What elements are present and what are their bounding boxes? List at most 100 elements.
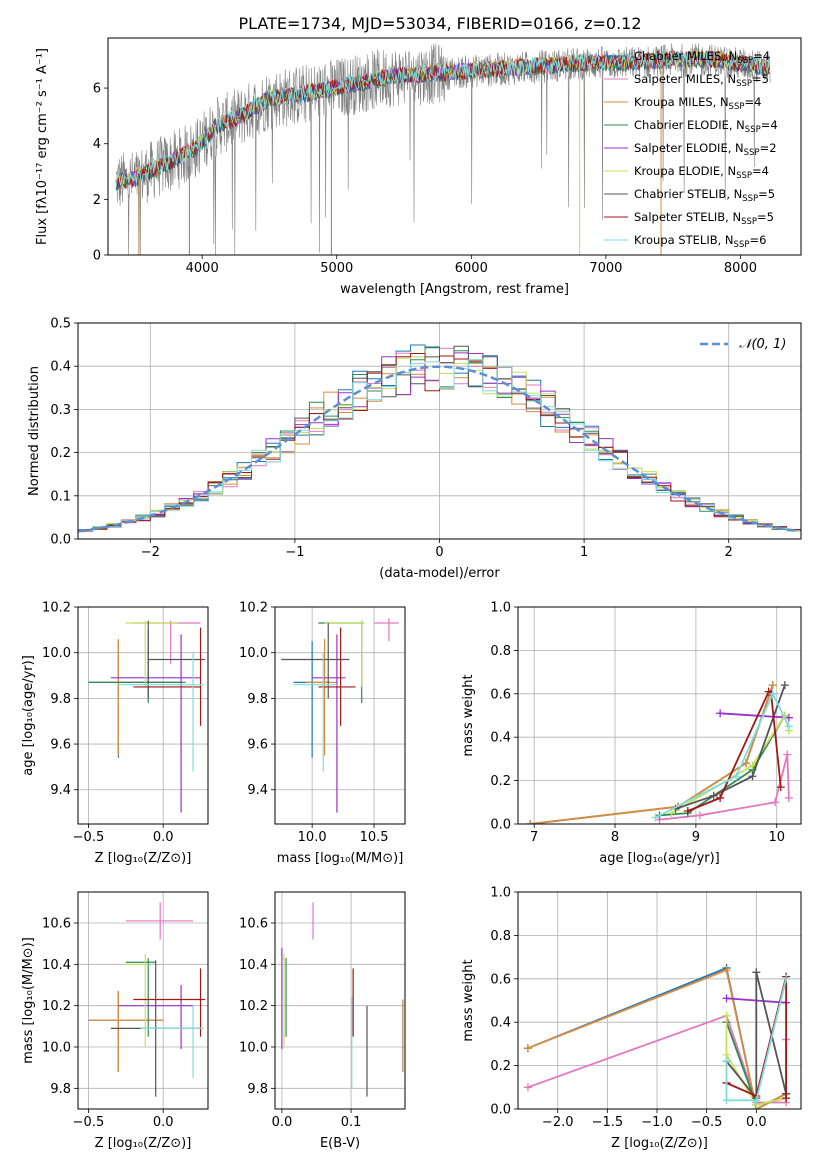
axes-frame (77, 891, 209, 1110)
figure-title: PLATE=1734, MJD=53034, FIBERID=0166, z=0… (238, 14, 641, 33)
x-tick-label: 6000 (455, 261, 488, 276)
x-tick-label: −1.5 (592, 1115, 624, 1130)
weight-point-kroupa_miles (742, 759, 751, 768)
panel-z-mass: −0.5 0.0 9.8 10.0 10.2 10.4 10.6 Z [log₁₀(Z/Z⊙)… (21, 891, 209, 1151)
legend-entry: Chabrier ELODIE, NSSP=4 (634, 118, 778, 135)
y-tick-label: 4 (93, 137, 101, 152)
y-tick-label: 0.6 (490, 687, 511, 702)
y-tick-label: 9.6 (50, 738, 71, 753)
y-axis-label: Normed distribution (27, 366, 42, 496)
x-tick-label: 10 (768, 830, 785, 845)
y-tick-label: 0.2 (490, 774, 511, 789)
x-tick-label: 4000 (186, 261, 219, 276)
legend-subscript: SSP (741, 217, 757, 227)
legend-subscript: SSP (734, 240, 750, 250)
weight-point-kroupa_stelib (722, 1057, 731, 1066)
legend-count: =5 (758, 187, 775, 201)
y-tick-label: 9.8 (247, 1082, 268, 1097)
weight-point-kroupa_miles (523, 1044, 532, 1053)
x-tick-label: −2 (141, 545, 160, 560)
weight-line-kroupa_stelib (655, 691, 790, 819)
weight-point-kroupa_stelib (782, 974, 791, 983)
y-tick-label: 0.2 (490, 1059, 511, 1074)
weight-point-kroupa_miles (722, 966, 731, 975)
legend-entry: Salpeter STELIB, NSSP=5 (634, 210, 774, 227)
x-tick-label: −2.0 (542, 1115, 574, 1130)
x-tick-label: 0 (435, 545, 443, 560)
observed-spectrum (115, 43, 771, 255)
legend-entry: Kroupa STELIB, NSSP=6 (634, 233, 766, 250)
legend-count: =5 (757, 210, 774, 224)
x-tick-label: 10.0 (298, 830, 327, 845)
y-tick-label: 2 (93, 193, 101, 208)
weight-line-salpeter_elodie (720, 712, 789, 719)
legend-label: Chabrier ELODIE, N (634, 118, 745, 132)
legend-label: Salpeter MILES, N (634, 72, 736, 86)
y-axis-label: Flux [fλ10⁻¹⁷ erg cm⁻² s⁻¹ A⁻¹] (35, 48, 50, 245)
panel-residuals: −2 −1 0 1 2 0.0 0.1 0.2 0.3 0.4 0.5 (data-model)/er… (27, 317, 802, 581)
legend-label: Kroupa MILES, N (634, 95, 729, 109)
legend-subscript: SSP (729, 102, 745, 112)
weight-point-salpeter_stelib (716, 793, 725, 802)
x-tick-label: 0.0 (272, 1115, 293, 1130)
plot-area-spectrum (115, 43, 771, 255)
weight-point-salpeter_miles (784, 793, 793, 802)
weight-point-kroupa_stelib (651, 813, 660, 822)
legend-count: =4 (744, 95, 761, 109)
y-tick-label: 10.6 (42, 917, 71, 932)
y-tick-label: 0.1 (50, 489, 71, 504)
y-tick-label: 9.8 (50, 1082, 71, 1097)
weight-point-chabrier_stelib (752, 968, 761, 977)
x-tick-label: −0.5 (73, 1115, 105, 1130)
x-tick-label: 9 (692, 830, 700, 845)
x-tick-label: −1.0 (641, 1115, 673, 1130)
axes-frame (274, 891, 406, 1110)
x-tick-label: −0.5 (691, 1115, 723, 1130)
weight-point-salpeter_miles (523, 1083, 532, 1092)
x-tick-label: −1 (285, 545, 304, 560)
weight-point-chabrier_stelib (748, 772, 757, 781)
x-axis-label: Z [log₁₀(Z/Z⊙)] (95, 1136, 192, 1151)
weight-point-kroupa_miles (768, 681, 777, 690)
y-tick-label: 0.0 (490, 818, 511, 833)
x-tick-label: 0.1 (341, 1115, 362, 1130)
y-tick-label: 9.4 (247, 783, 268, 798)
y-tick-label: 10.2 (239, 601, 268, 616)
y-tick-label: 1.0 (490, 601, 511, 616)
legend-count: =4 (752, 164, 769, 178)
axes-frame (517, 891, 802, 1110)
plot-area-z-mass (78, 892, 208, 1109)
y-tick-label: 10.2 (42, 601, 71, 616)
panel-ebv-mass: 0.0 0.1 9.8 10.0 10.2 10.4 10.6 E(B-V) (239, 891, 406, 1151)
y-tick-label: 0.5 (50, 317, 71, 332)
y-tick-label: 10.0 (42, 1041, 71, 1056)
y-tick-label: 10.2 (42, 999, 71, 1014)
weight-line-chabrier_stelib (675, 684, 786, 810)
plot-area-z-weight (518, 892, 801, 1109)
x-axis-label: mass [log₁₀(M/M⊙)] (277, 851, 404, 866)
weight-point-kroupa_elodie (748, 761, 757, 770)
y-tick-label: 0.0 (50, 533, 71, 548)
weight-point-salpeter_stelib (683, 806, 692, 815)
x-tick-label: 10.5 (360, 830, 389, 845)
y-tick-label: 10.2 (239, 999, 268, 1014)
x-tick-label: 0.0 (153, 1115, 174, 1130)
y-tick-label: 10.0 (239, 1041, 268, 1056)
x-tick-label: 8000 (724, 261, 757, 276)
plot-area-age-weight (518, 607, 801, 824)
x-tick-label: 5000 (320, 261, 353, 276)
y-tick-label: 0.6 (490, 972, 511, 987)
x-axis-label: age [log₁₀(age/yr)] (599, 851, 720, 866)
weight-point-chabrier_stelib (780, 681, 789, 690)
weight-point-kroupa_stelib (768, 689, 777, 698)
y-axis-label: mass weight (461, 959, 476, 1041)
panel-z-age: −0.5 0.0 9.4 9.6 9.8 10.0 10.2 Z [log₁₀(Z/Z⊙)] a… (21, 601, 209, 866)
legend-subscript: SSP (745, 125, 761, 135)
weight-line-chabrier_stelib (725, 972, 787, 1101)
panel-z-weight: −2.0 −1.5 −1.0 −0.5 0.0 0.0 0.2 0.4 0.6 0.8 1.0 Z [… (461, 886, 802, 1151)
y-tick-label: 0.4 (490, 731, 511, 746)
legend-subscript: SSP (736, 79, 752, 89)
y-tick-label: 0.8 (490, 644, 511, 659)
